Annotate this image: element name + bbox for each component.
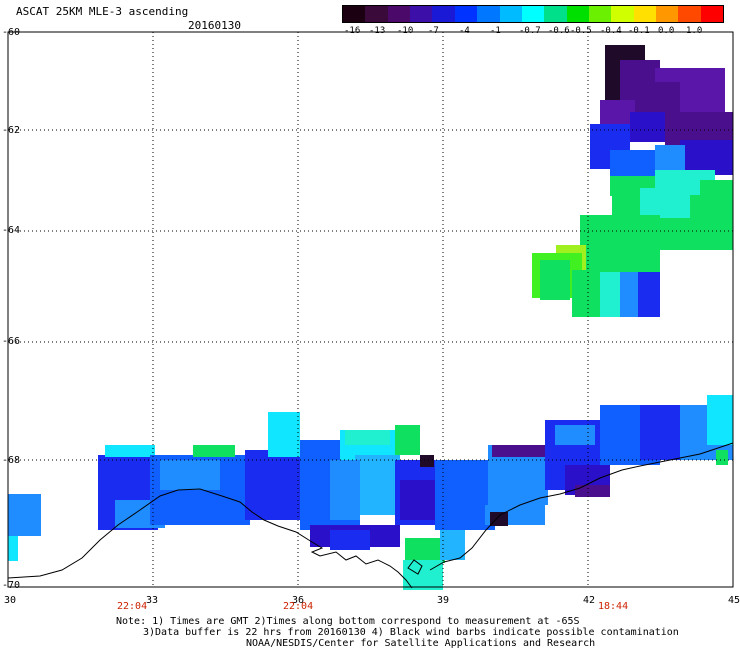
data-cell (580, 215, 660, 273)
data-cell (555, 425, 595, 445)
colorbar-swatch (700, 6, 724, 22)
colorbar-label: -13 (369, 26, 386, 36)
colorbar-swatch (410, 6, 433, 22)
data-cell (400, 480, 440, 520)
colorbar-swatch (656, 6, 679, 22)
plot-frame (7, 31, 734, 588)
colorbar-swatch (566, 6, 589, 22)
map-date: 20160130 (188, 19, 241, 32)
data-cell (405, 538, 445, 563)
coastline-east (429, 442, 734, 571)
data-cell (345, 430, 390, 445)
colorbar-label: -0.1 (628, 26, 650, 36)
time-label-1: 22:04 (117, 601, 148, 612)
footer-credit: NOAA/NESDIS/Center for Satellite Applica… (246, 638, 596, 649)
footer-note-1: Note: 1) Times are GMT 2)Times along bot… (116, 616, 580, 627)
colorbar-label: -0.4 (600, 26, 622, 36)
data-cell (440, 530, 465, 560)
colorbar-label: -0.7 (519, 26, 541, 36)
data-cell (600, 100, 635, 125)
data-cell (640, 405, 685, 460)
colorbar-label: -0.6 (548, 26, 570, 36)
data-cell (610, 150, 660, 178)
data-cell (640, 188, 690, 218)
colorbar-swatch (521, 6, 545, 22)
colorbar-label: -7 (428, 26, 439, 36)
colorbar-swatch (387, 6, 411, 22)
colorbar-swatch (432, 6, 455, 22)
data-cell (680, 140, 733, 175)
coastline (7, 488, 413, 589)
data-cell (655, 145, 685, 170)
colorbar-label: -1 (490, 26, 501, 36)
lon-label-45: 45 (728, 595, 740, 606)
colorbar-swatch (454, 6, 478, 22)
colorbar-swatch (544, 6, 567, 22)
lat-label-70: -70 (2, 580, 21, 591)
colorbar-swatch (499, 6, 522, 22)
data-cell (540, 260, 570, 300)
lon-label-39: 39 (437, 595, 450, 606)
lon-label-42: 42 (583, 595, 596, 606)
data-cell (245, 450, 305, 520)
colorbar-swatch (611, 6, 634, 22)
data-cell (193, 445, 235, 457)
map-title: ASCAT 25KM MLE-3 ascending (16, 5, 189, 18)
data-cell (355, 455, 400, 515)
lon-label-36: 36 (292, 595, 305, 606)
colorbar-label: 1.0 (686, 26, 703, 36)
data-cell (492, 445, 547, 457)
colorbar-label: -16 (344, 26, 361, 36)
data-cell (330, 460, 360, 520)
lat-label-64: -64 (2, 225, 21, 236)
colorbar-swatch (477, 6, 500, 22)
data-cell (490, 512, 508, 526)
colorbar-swatch (588, 6, 612, 22)
graticule (8, 32, 733, 587)
data-cell (268, 412, 300, 457)
data-cell (638, 272, 660, 317)
data-cell (707, 395, 733, 445)
data-cell (330, 530, 370, 550)
lon-label-33: 33 (146, 595, 159, 606)
lat-label-62: -62 (2, 125, 21, 136)
data-cell (630, 112, 665, 142)
colorbar-swatch (678, 6, 701, 22)
colorbar-swatch (633, 6, 657, 22)
lat-label-60: -60 (2, 27, 21, 38)
lat-label-66: -66 (2, 336, 21, 347)
data-cell (420, 455, 434, 467)
coastline-islet (407, 559, 423, 575)
data-cell (160, 460, 220, 490)
data-cell (575, 485, 610, 497)
data-cell (8, 536, 18, 561)
colorbar-label: 0.0 (658, 26, 675, 36)
colorbar-label: -10 (397, 26, 414, 36)
footer-note-2: 3)Data buffer is 22 hrs from 20160130 4)… (143, 627, 679, 638)
colorbar (342, 5, 724, 23)
time-label-3: 18:44 (598, 601, 629, 612)
data-cell (8, 494, 41, 536)
data-cell (105, 445, 155, 457)
data-cells (8, 45, 733, 590)
colorbar-swatch (365, 6, 388, 22)
colorbar-label: -0.5 (570, 26, 592, 36)
data-cell (395, 425, 420, 455)
colorbar-label: -4 (459, 26, 470, 36)
colorbar-swatch (343, 6, 366, 22)
time-label-2: 22:04 (283, 601, 314, 612)
lat-label-68: -68 (2, 455, 21, 466)
lon-label-30: 30 (4, 595, 17, 606)
data-cell (716, 450, 728, 465)
data-cell (403, 560, 443, 590)
data-cell (620, 272, 638, 317)
